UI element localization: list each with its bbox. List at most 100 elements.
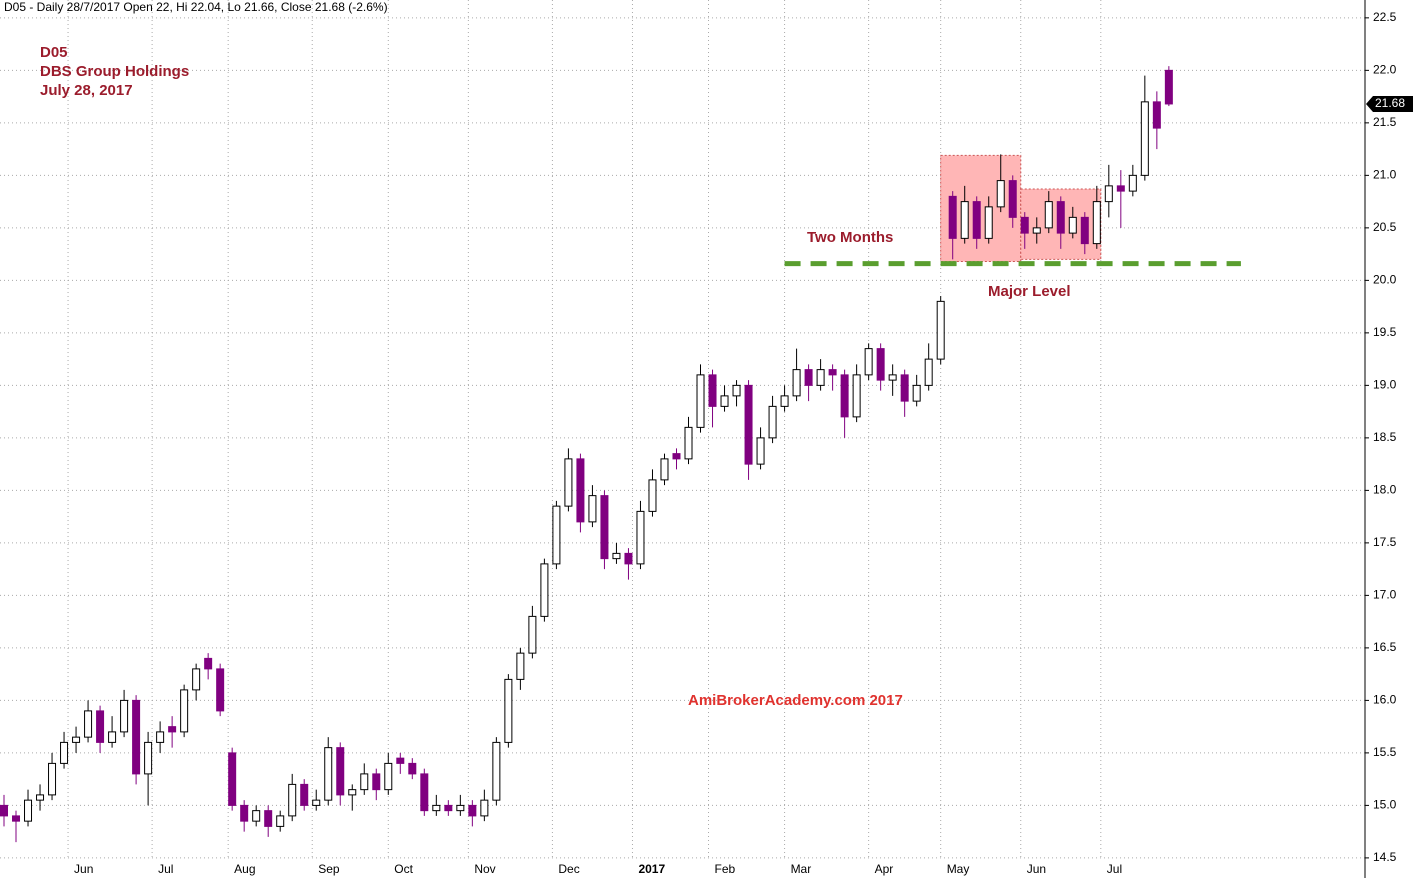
x-tick-label: Nov — [474, 862, 495, 876]
y-tick-label: 19.0 — [1373, 378, 1397, 392]
candle-body — [1080, 216, 1089, 245]
candle-body — [780, 395, 789, 407]
candle-body — [684, 426, 693, 460]
candle-body — [1092, 201, 1101, 245]
box-annotation: Two Months — [807, 229, 893, 246]
candle-body — [564, 458, 573, 507]
candle-body — [432, 804, 441, 812]
candle-body — [1032, 227, 1041, 234]
candle-body — [120, 699, 129, 733]
candle-body — [1128, 174, 1137, 192]
y-tick-label: 22.0 — [1373, 63, 1397, 77]
candle-body — [1152, 101, 1161, 129]
last-price-label: 21.68 — [1375, 96, 1405, 110]
candle-body — [768, 405, 777, 439]
candle-body — [816, 369, 825, 386]
candle-body — [576, 458, 585, 523]
x-tick-label: Oct — [394, 862, 413, 876]
candle-body — [192, 668, 201, 691]
y-tick-label: 17.5 — [1373, 535, 1397, 549]
y-tick-label: 14.5 — [1373, 850, 1397, 864]
candle-body — [132, 699, 141, 775]
candle-body — [72, 736, 81, 743]
candle-body — [636, 510, 645, 565]
candle-body — [900, 374, 909, 402]
candle-body — [420, 773, 429, 812]
candle-body — [348, 789, 357, 796]
candle-body — [48, 762, 57, 796]
x-tick-label: May — [947, 862, 970, 876]
candle-body — [372, 773, 381, 791]
candle-body — [156, 731, 165, 743]
candle-body — [972, 201, 981, 239]
y-tick-label: 16.5 — [1373, 640, 1397, 654]
candle-body — [708, 374, 717, 407]
candle-body — [228, 752, 237, 806]
candle-body — [1104, 185, 1113, 203]
candle-body — [444, 804, 453, 812]
candle-body — [660, 458, 669, 481]
x-tick-label: 2017 — [638, 862, 665, 876]
candle-body — [468, 804, 477, 817]
candle-body — [612, 552, 621, 560]
candle-body — [936, 300, 945, 360]
x-tick-label: Apr — [875, 862, 894, 876]
candle-body — [300, 783, 309, 806]
candle-body — [0, 804, 9, 817]
candle-body — [12, 815, 21, 822]
candle-body — [504, 678, 513, 743]
level-annotation: Major Level — [988, 283, 1071, 300]
x-tick-label: Jun — [74, 862, 93, 876]
candle-body — [840, 374, 849, 418]
candle-body — [540, 563, 549, 617]
y-tick-label: 15.0 — [1373, 798, 1397, 812]
y-tick-label: 20.0 — [1373, 273, 1397, 287]
y-tick-label: 16.0 — [1373, 693, 1397, 707]
y-tick-label: 15.5 — [1373, 745, 1397, 759]
candle-body — [288, 783, 297, 817]
company-annotation: DBS Group Holdings — [40, 63, 189, 80]
candle-body — [948, 195, 957, 239]
candle-body — [408, 762, 417, 775]
x-tick-label: Sep — [318, 862, 340, 876]
candle-body — [456, 804, 465, 812]
candle-body — [864, 348, 873, 376]
candle-body — [1164, 69, 1173, 105]
x-tick-label: Mar — [791, 862, 812, 876]
x-tick-label: Jun — [1027, 862, 1046, 876]
candle-body — [144, 741, 153, 775]
candle-body — [1044, 201, 1053, 229]
x-tick-label: Feb — [715, 862, 736, 876]
candle-body — [1056, 201, 1065, 234]
y-tick-label: 17.0 — [1373, 588, 1397, 602]
x-tick-label: Dec — [558, 862, 579, 876]
candle-body — [216, 668, 225, 712]
x-tick-label: Jul — [158, 862, 173, 876]
candle-body — [396, 757, 405, 764]
candle-body — [1068, 216, 1077, 234]
candle-body — [204, 657, 213, 670]
x-tick-label: Jul — [1107, 862, 1122, 876]
candle-body — [324, 747, 333, 801]
candle-body — [24, 799, 33, 822]
candle-body — [912, 384, 921, 402]
x-tick-label: Aug — [234, 862, 255, 876]
candle-body — [1140, 101, 1149, 176]
candle-body — [516, 652, 525, 680]
candle-body — [924, 358, 933, 386]
candle-body — [168, 726, 177, 733]
candle-body — [252, 810, 261, 822]
candle-body — [276, 815, 285, 827]
candle-body — [804, 369, 813, 386]
candle-body — [1116, 185, 1125, 192]
y-tick-label: 21.5 — [1373, 115, 1397, 129]
candle-body — [888, 374, 897, 381]
candle-body — [672, 453, 681, 460]
chart-title: D05 - Daily 28/7/2017 Open 22, Hi 22.04,… — [4, 0, 388, 14]
candle-body — [696, 374, 705, 428]
candle-body — [492, 741, 501, 801]
candle-body — [792, 369, 801, 397]
candle-body — [600, 495, 609, 560]
candle-body — [624, 552, 633, 565]
y-tick-label: 22.5 — [1373, 10, 1397, 24]
